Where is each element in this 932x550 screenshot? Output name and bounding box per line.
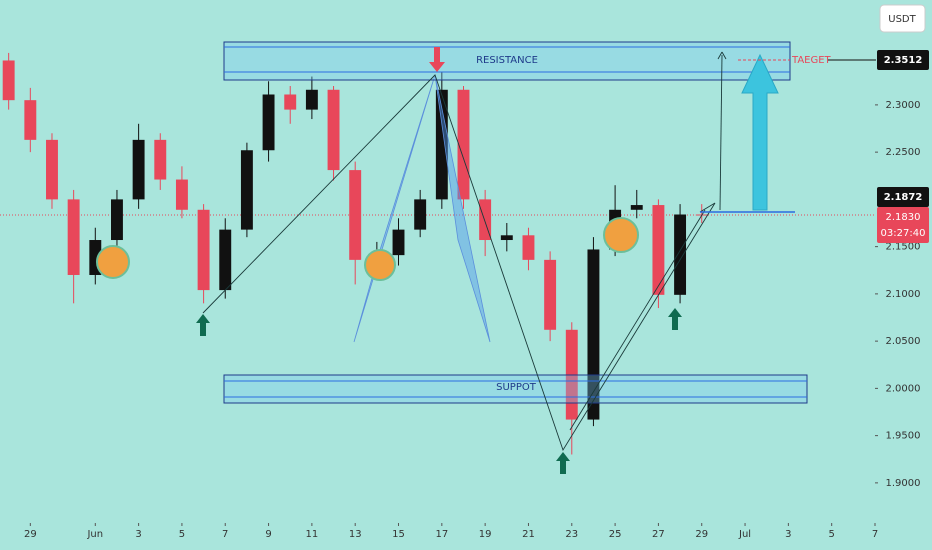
up-arrow [668, 308, 682, 330]
x-tick-label: 13 [349, 529, 362, 540]
candle-body [500, 235, 513, 241]
candle-body [154, 139, 167, 180]
candle-body [630, 205, 643, 210]
candle-body [89, 240, 102, 275]
currency: USDT [888, 14, 916, 25]
candle-body [587, 249, 600, 420]
resistance-zone [223, 41, 791, 81]
support-zone [223, 374, 808, 404]
target-arrow [741, 53, 779, 211]
support-label: SUPPOT [496, 382, 537, 393]
x-tick-label: 11 [306, 529, 319, 540]
x-tick-label: 5 [828, 529, 834, 540]
candle-body [197, 209, 210, 291]
high-price-box [877, 187, 929, 207]
candle-body [46, 139, 58, 200]
highlight-circle [96, 245, 130, 279]
target-price-box [877, 50, 929, 70]
x-tick-label: 7 [872, 529, 878, 540]
target-arrowhead [717, 51, 727, 60]
candle-body [457, 89, 470, 200]
candle-body [110, 199, 123, 241]
pattern-wing [434, 74, 491, 343]
candle-body [349, 170, 362, 260]
candle-body [522, 235, 535, 260]
x-tick-label: 25 [609, 529, 622, 540]
candle-body [262, 94, 275, 151]
x-tick-label: Jul [738, 529, 751, 540]
target-price: 2.3512 [884, 55, 923, 66]
last-price-box [877, 207, 929, 243]
y-tick-label: 2.2500 [886, 147, 921, 158]
countdown: 03:27:40 [881, 228, 926, 239]
y-tick-label: 1.9000 [886, 478, 921, 489]
highlight-circle [364, 249, 396, 281]
x-tick-label: 21 [522, 529, 535, 540]
candle-body [479, 199, 492, 241]
highlight-circle [603, 217, 639, 253]
x-tick-label: 17 [435, 529, 448, 540]
last-price: 2.1830 [886, 212, 921, 223]
x-tick-label: 19 [479, 529, 492, 540]
x-tick-label: 15 [392, 529, 405, 540]
candle-body [327, 89, 340, 171]
y-tick-label: 2.0000 [886, 383, 921, 394]
trend-line [569, 209, 706, 431]
x-axis: 29 Jun 3 5 7 9 11 13 15 17 19 21 23 25 27 29 Jul 3 5 7 [24, 523, 878, 540]
candle-body [219, 229, 232, 291]
y-tick-label: 2.3000 [886, 100, 921, 111]
candle-body [175, 179, 188, 210]
candle-body [652, 205, 665, 295]
candle-body [414, 199, 427, 230]
candle-body [435, 89, 448, 200]
up-arrow [556, 452, 570, 474]
x-tick-label: 9 [265, 529, 271, 540]
candle-body [132, 139, 145, 200]
high-price: 2.1872 [884, 192, 923, 203]
down-arrow [429, 47, 445, 72]
y-tick-label: 2.1000 [886, 289, 921, 300]
x-tick-label: 29 [24, 529, 37, 540]
target-line [719, 54, 723, 211]
y-axis: 1.9000 1.9500 2.0000 2.0500 2.1000 2.1500 2.25… [875, 100, 921, 489]
x-tick-label: 3 [135, 529, 141, 540]
x-tick-label: 23 [565, 529, 578, 540]
x-tick-label: Jun [86, 529, 103, 540]
target-label: TAEGET [791, 55, 832, 66]
candle-body [67, 199, 80, 275]
y-tick-label: 2.0500 [886, 336, 921, 347]
candle-body [240, 150, 253, 230]
candle-body [2, 60, 15, 101]
resistance-label: RESISTANCE [476, 55, 538, 66]
candle-body [24, 100, 37, 140]
x-tick-label: 7 [222, 529, 228, 540]
x-tick-label: 5 [179, 529, 185, 540]
x-tick-label: 3 [785, 529, 791, 540]
y-tick-label: 2.1500 [886, 242, 921, 253]
candle-body [305, 89, 318, 110]
x-tick-label: 27 [652, 529, 665, 540]
trend-lines [202, 74, 716, 452]
x-tick-label: 29 [695, 529, 708, 540]
candle-body [674, 214, 687, 295]
candle-body [392, 229, 405, 256]
candle-body [284, 94, 297, 110]
currency-box [879, 4, 926, 33]
candle-body [544, 259, 557, 330]
up-arrow [196, 314, 210, 336]
y-tick-label: 1.9500 [886, 431, 921, 442]
